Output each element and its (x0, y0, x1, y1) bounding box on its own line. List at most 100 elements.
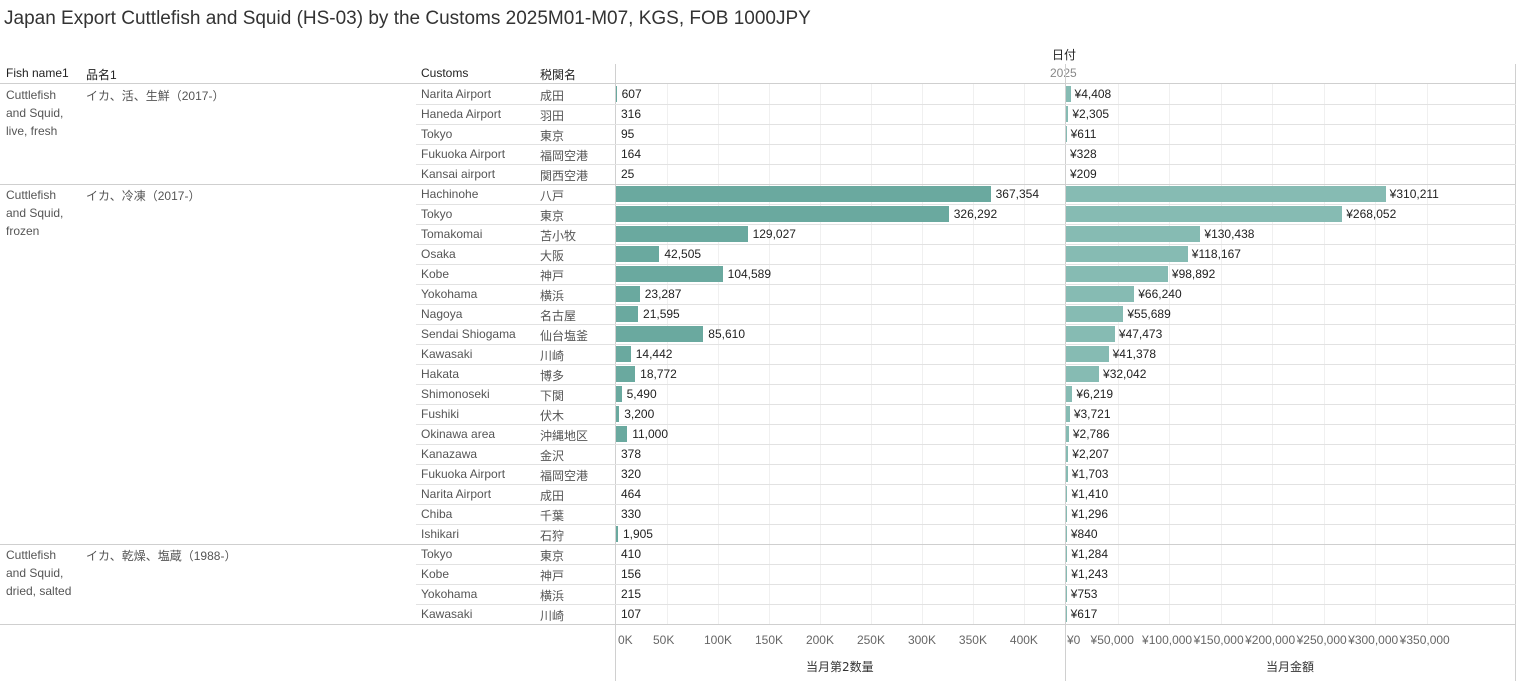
zeikan-name: 東京 (540, 209, 565, 223)
customs-name: Okinawa area (421, 427, 496, 441)
customs-name: Yokohama (421, 287, 478, 301)
amount-bar (1066, 86, 1071, 102)
amount-label: ¥617 (1070, 607, 1098, 621)
zeikan-name: 福岡空港 (540, 469, 589, 483)
quantity-bar (616, 266, 723, 282)
zeikan-name: 関西空港 (540, 169, 589, 183)
amount-label: ¥753 (1070, 587, 1098, 601)
quantity-bar (616, 406, 620, 422)
quantity-label: 104,589 (727, 267, 772, 281)
customs-name: Tokyo (421, 127, 453, 141)
quantity-label: 464 (621, 487, 642, 501)
zeikan-name: 成田 (540, 89, 565, 103)
zeikan-name: 下関 (540, 389, 565, 403)
zeikan-name: 仙台塩釜 (540, 329, 589, 343)
zeikan-name: 苫小牧 (540, 229, 577, 243)
amount-label: ¥209 (1070, 167, 1097, 181)
zeikan-name: 大阪 (540, 249, 565, 263)
quantity-label: 320 (621, 467, 642, 481)
quantity-label: 107 (621, 607, 642, 621)
group-fish-name: Cuttlefish and Squid, live, fresh (6, 88, 64, 138)
customs-name: Narita Airport (421, 87, 492, 101)
quantity-gridline (768, 84, 770, 624)
amount-gridline (1169, 84, 1171, 624)
customs-name: Fushiki (421, 407, 460, 421)
amount-tick-label: ¥350,000 (1399, 633, 1450, 647)
row-divider (416, 204, 1516, 205)
amount-tick-label: ¥200,000 (1245, 633, 1296, 647)
amount-label: ¥47,473 (1118, 327, 1163, 341)
zeikan-name: 横浜 (540, 589, 565, 603)
row-divider (416, 324, 1516, 325)
quantity-label: 1,905 (622, 527, 653, 541)
row-divider (416, 124, 1516, 125)
amount-bar (1066, 346, 1109, 362)
row-divider (416, 584, 1516, 585)
amount-label: ¥3,721 (1073, 407, 1111, 421)
quantity-label: 330 (621, 507, 642, 521)
customs-name: Shimonoseki (421, 387, 490, 401)
customs-name: Hachinohe (421, 187, 479, 201)
quantity-axis-title: 当月第2数量 (806, 660, 874, 674)
amount-tick-label: ¥100,000 (1142, 633, 1193, 647)
zeikan-name: 石狩 (540, 529, 565, 543)
amount-gridline (1272, 84, 1274, 624)
zeikan-name: 博多 (540, 369, 565, 383)
quantity-tick-label: 150K (754, 633, 783, 647)
quantity-label: 410 (621, 547, 642, 561)
quantity-tick-label: 0K (618, 633, 633, 647)
quantity-bar (616, 226, 748, 242)
group-hinmei: イカ、乾燥、塩蔵（1988-） (86, 549, 237, 563)
quantity-label: 42,505 (664, 247, 702, 261)
zeikan-header: 税関名 (540, 68, 577, 82)
amount-bar (1066, 446, 1069, 462)
quantity-tick-label: 350K (958, 633, 987, 647)
quantity-label: 367,354 (995, 187, 1040, 201)
amount-label: ¥41,378 (1112, 347, 1157, 361)
row-divider (416, 304, 1516, 305)
quantity-label: 607 (621, 87, 642, 101)
group-divider (0, 544, 1516, 545)
amount-bar (1066, 466, 1068, 482)
quantity-label: 378 (621, 447, 642, 461)
zeikan-name: 八戸 (540, 189, 565, 203)
quantity-label: 3,200 (624, 407, 655, 421)
amount-bar (1066, 406, 1070, 422)
zeikan-name: 神戸 (540, 569, 565, 583)
customs-name: Tokyo (421, 547, 453, 561)
amount-label: ¥6,219 (1076, 387, 1114, 401)
row-divider (416, 344, 1516, 345)
customs-name: Kanazawa (421, 447, 478, 461)
amount-bar (1066, 286, 1135, 302)
row-divider (416, 164, 1516, 165)
amount-label: ¥2,305 (1072, 107, 1110, 121)
amount-label: ¥1,243 (1071, 567, 1108, 581)
amount-bar (1066, 566, 1068, 582)
quantity-label: 156 (621, 567, 642, 581)
row-divider (416, 384, 1516, 385)
amount-label: ¥611 (1070, 127, 1097, 141)
amount-tick-label: ¥250,000 (1296, 633, 1347, 647)
row-divider (416, 224, 1516, 225)
customs-name: Tokyo (421, 207, 453, 221)
amount-gridline (1117, 84, 1119, 624)
customs-name: Osaka (421, 247, 456, 261)
quantity-label: 129,027 (752, 227, 796, 241)
quantity-label: 85,610 (708, 327, 745, 341)
amount-label: ¥1,296 (1071, 507, 1109, 521)
customs-name: Haneda Airport (421, 107, 502, 121)
quantity-label: 95 (621, 127, 635, 141)
row-divider (416, 364, 1516, 365)
quantity-gridline (1023, 84, 1025, 624)
row-divider (416, 424, 1516, 425)
quantity-bar (616, 386, 622, 402)
amount-label: ¥1,284 (1071, 547, 1109, 561)
amount-bar (1066, 486, 1068, 502)
amount-tick-label: ¥0 (1067, 633, 1081, 647)
date-header: 日付 (1052, 48, 1077, 62)
hinmei-header: 品名1 (86, 68, 117, 82)
row-divider (416, 564, 1516, 565)
amount-tick-label: ¥300,000 (1348, 633, 1399, 647)
quantity-label: 21,595 (643, 307, 680, 321)
amount-bar (1066, 366, 1100, 382)
